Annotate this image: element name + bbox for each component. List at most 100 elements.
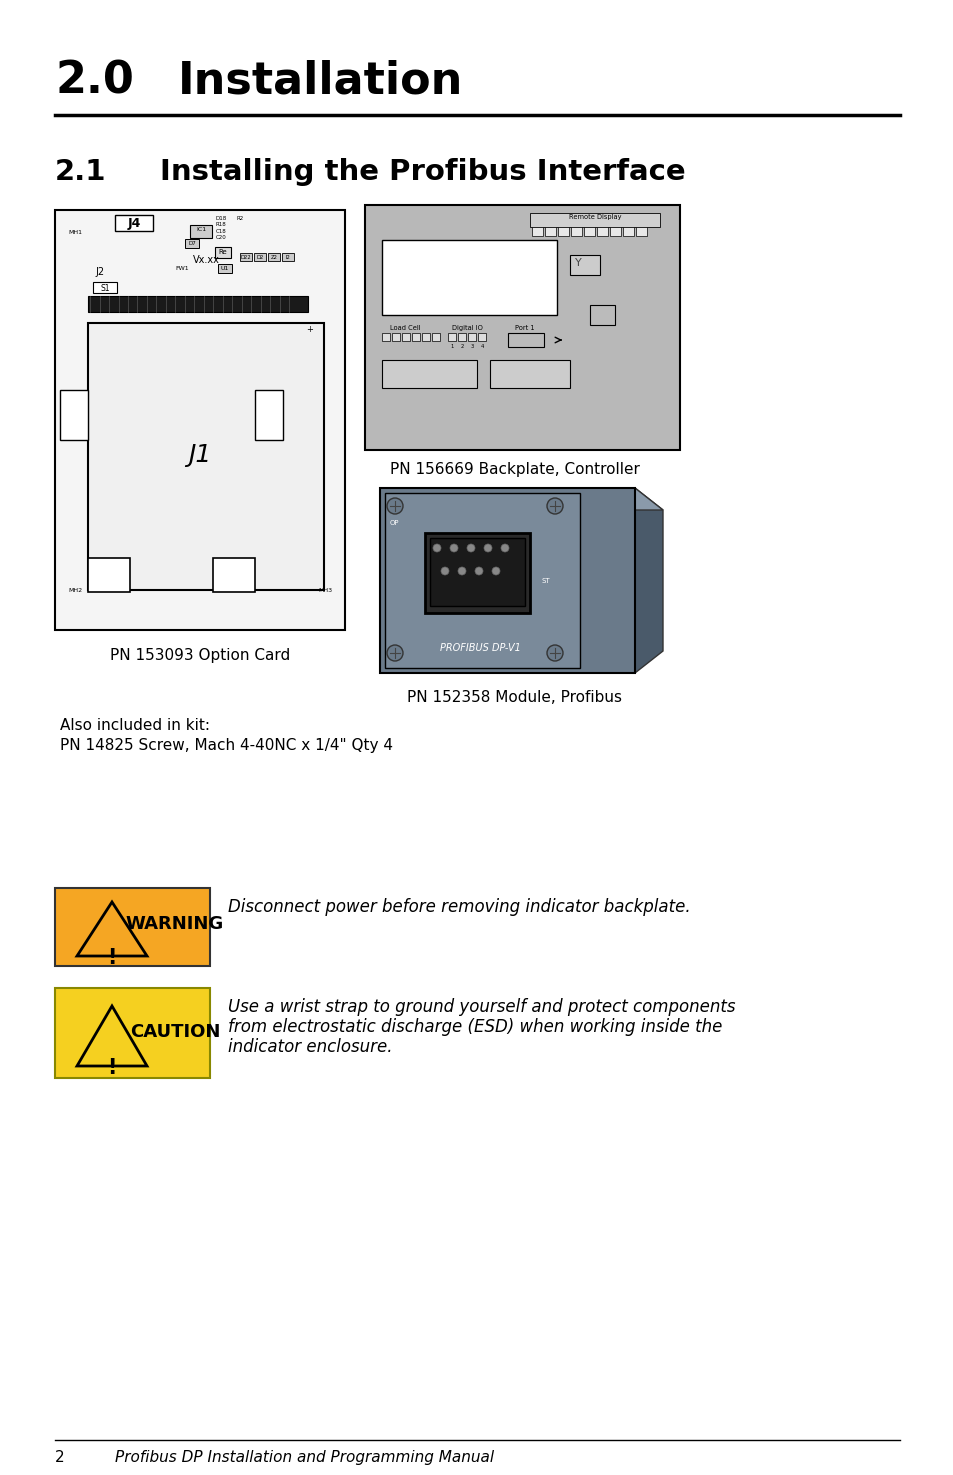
Bar — [609, 227, 620, 236]
Text: Also included in kit:: Also included in kit: — [60, 718, 210, 733]
Bar — [60, 389, 88, 440]
Text: PN 153093 Option Card: PN 153093 Option Card — [110, 648, 290, 662]
Text: PN 156669 Backplate, Controller: PN 156669 Backplate, Controller — [390, 462, 639, 476]
Text: 2: 2 — [460, 344, 463, 350]
Bar — [468, 333, 476, 341]
Bar — [532, 227, 542, 236]
Text: D2: D2 — [256, 255, 263, 260]
Circle shape — [444, 403, 455, 413]
Circle shape — [387, 645, 402, 661]
Bar — [381, 333, 390, 341]
Text: MH2: MH2 — [68, 587, 82, 593]
Bar — [365, 205, 679, 450]
Bar — [381, 240, 557, 316]
Bar — [392, 333, 399, 341]
Bar — [490, 360, 569, 388]
Text: Y: Y — [575, 258, 581, 268]
Bar — [190, 226, 212, 237]
Text: 1: 1 — [450, 344, 454, 350]
Text: Re: Re — [218, 249, 227, 255]
Bar — [185, 239, 199, 248]
Bar — [636, 227, 646, 236]
Polygon shape — [635, 488, 662, 673]
Text: CAUTION: CAUTION — [130, 1024, 220, 1041]
Bar — [457, 333, 465, 341]
Text: Disconnect power before removing indicator backplate.: Disconnect power before removing indicat… — [228, 898, 690, 916]
Text: U1: U1 — [220, 266, 229, 271]
Circle shape — [483, 544, 492, 552]
Circle shape — [440, 566, 449, 575]
Text: WARNING: WARNING — [126, 914, 224, 934]
Text: MH1: MH1 — [68, 230, 82, 235]
Polygon shape — [379, 488, 662, 510]
Circle shape — [475, 566, 482, 575]
Text: Use a wrist strap to ground yourself and protect components: Use a wrist strap to ground yourself and… — [228, 999, 735, 1016]
Bar — [569, 255, 599, 274]
Circle shape — [546, 645, 562, 661]
Bar — [92, 282, 117, 294]
Circle shape — [510, 403, 519, 413]
Text: J2: J2 — [95, 267, 105, 277]
Text: C20: C20 — [215, 235, 227, 240]
Text: Z2: Z2 — [271, 255, 277, 260]
Bar — [544, 227, 556, 236]
Text: MH3: MH3 — [317, 587, 332, 593]
Bar — [240, 254, 252, 261]
Bar — [583, 227, 595, 236]
Text: PROFIBUS DP-V1: PROFIBUS DP-V1 — [439, 643, 520, 653]
Bar — [268, 254, 280, 261]
Text: D22: D22 — [240, 255, 251, 260]
Text: Load Cell: Load Cell — [389, 324, 420, 330]
Text: R18: R18 — [215, 223, 227, 227]
Text: Vx.xx: Vx.xx — [193, 255, 219, 266]
Circle shape — [602, 314, 607, 320]
Text: D18: D18 — [215, 215, 227, 221]
Polygon shape — [77, 1006, 147, 1066]
Text: Remote Display: Remote Display — [568, 214, 620, 220]
Text: 2: 2 — [55, 1450, 65, 1465]
Text: IC1: IC1 — [195, 227, 206, 232]
Bar — [448, 333, 456, 341]
Circle shape — [371, 211, 389, 229]
Text: I2: I2 — [285, 255, 290, 260]
Text: PN 14825 Screw, Mach 4-40NC x 1/4" Qty 4: PN 14825 Screw, Mach 4-40NC x 1/4" Qty 4 — [60, 738, 393, 754]
Text: OP: OP — [390, 521, 399, 527]
Bar — [507, 333, 543, 347]
Circle shape — [594, 270, 598, 274]
Text: C18: C18 — [215, 229, 227, 235]
Circle shape — [387, 499, 402, 513]
Text: FW1: FW1 — [174, 266, 189, 271]
Text: 2.1: 2.1 — [55, 158, 107, 186]
Bar — [430, 538, 524, 606]
Circle shape — [450, 544, 457, 552]
Circle shape — [635, 403, 644, 413]
Bar — [589, 305, 615, 324]
Bar — [282, 254, 294, 261]
Bar — [401, 333, 410, 341]
Bar — [424, 532, 530, 614]
Text: 4: 4 — [479, 344, 483, 350]
Bar — [55, 988, 210, 1078]
Circle shape — [594, 307, 598, 313]
Text: D7: D7 — [188, 240, 195, 246]
Text: Installing the Profibus Interface: Installing the Profibus Interface — [160, 158, 685, 186]
Text: S1: S1 — [100, 285, 110, 294]
Bar — [381, 360, 476, 388]
Circle shape — [371, 426, 389, 444]
Circle shape — [599, 263, 603, 267]
Text: PN 152358 Module, Profibus: PN 152358 Module, Profibus — [407, 690, 622, 705]
Bar — [254, 389, 283, 440]
Bar — [622, 227, 634, 236]
Bar — [253, 254, 266, 261]
Bar — [530, 212, 659, 227]
Bar — [115, 215, 152, 232]
Circle shape — [433, 544, 440, 552]
Bar — [477, 333, 485, 341]
Text: J4: J4 — [127, 217, 140, 230]
Bar — [571, 227, 581, 236]
Text: !: ! — [107, 1058, 116, 1078]
Bar — [55, 209, 345, 630]
Circle shape — [457, 566, 465, 575]
Text: 3: 3 — [470, 344, 473, 350]
Bar — [218, 264, 232, 273]
